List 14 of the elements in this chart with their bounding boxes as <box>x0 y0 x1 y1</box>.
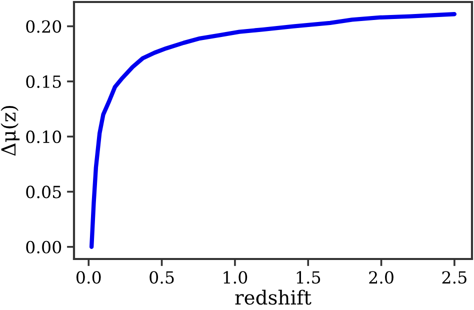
y-tick-label: 0.00 <box>26 240 62 254</box>
y-tick-label: 0.05 <box>26 186 61 198</box>
y-axis-title: Δμ(z) <box>0 106 20 156</box>
x-tick-label: 1.0 <box>224 271 248 284</box>
x-tick-label: 1.5 <box>296 271 320 284</box>
x-tick-label: 2.5 <box>442 271 466 284</box>
x-tick-label: 0.0 <box>76 271 101 284</box>
y-tick-label: 0.20 <box>26 20 62 33</box>
x-tick-label: 2.0 <box>369 271 394 284</box>
x-axis-title: redshift <box>235 290 312 305</box>
y-tick-label: 0.10 <box>26 130 62 144</box>
x-tick-label: 0.5 <box>150 271 174 284</box>
y-tick-label: 0.15 <box>26 75 61 88</box>
line-series <box>89 12 457 249</box>
